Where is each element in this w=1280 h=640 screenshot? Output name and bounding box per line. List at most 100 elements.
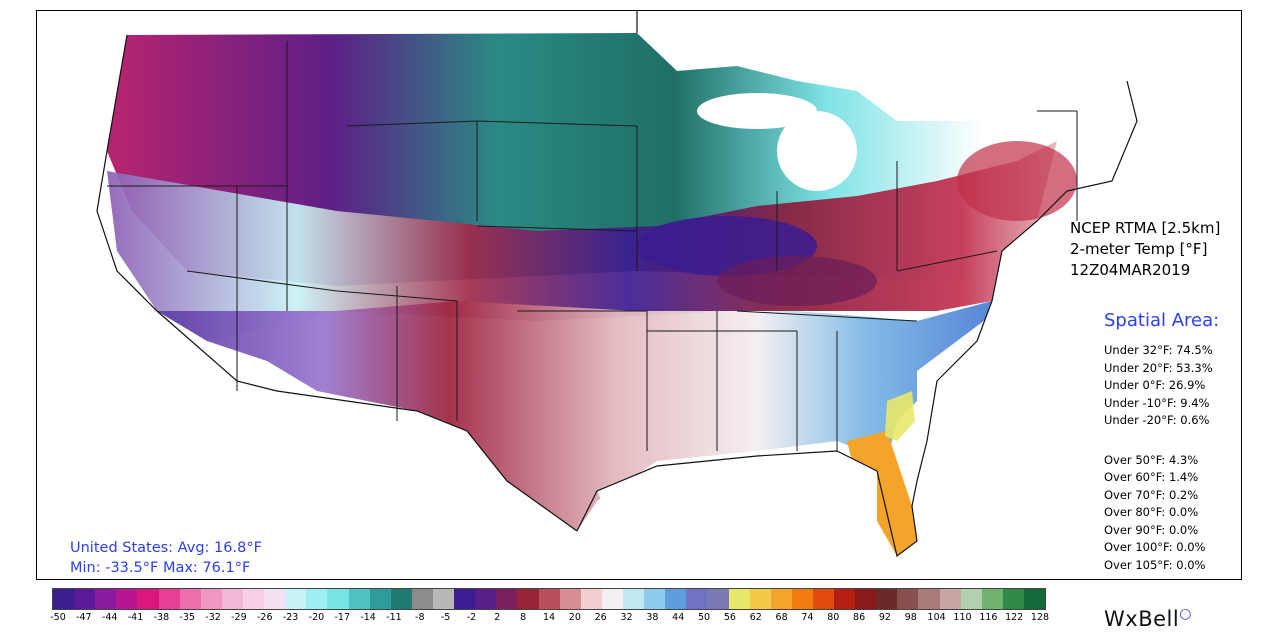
color-swatch — [475, 589, 497, 609]
color-swatch — [432, 589, 455, 609]
color-swatch — [390, 589, 412, 609]
atlantic-ocean — [917, 161, 1241, 579]
stat-under-minus10: Under -10°F: 9.4% — [1104, 395, 1210, 410]
spatial-area-stats: Under 32°F: 74.5% Under 20°F: 53.3% Unde… — [1104, 342, 1213, 574]
color-swatch — [116, 589, 138, 609]
color-scale-ticks: -50 -47 -44 -41 -38 -35 -32 -29 -26 -23 -20 -17 -14-… — [50, 612, 1050, 626]
color-swatch — [665, 589, 687, 609]
color-scale-tick: 116 — [979, 612, 998, 623]
color-swatch — [137, 589, 159, 609]
color-swatch — [411, 589, 433, 609]
color-scale-tick: 98 — [904, 612, 917, 623]
color-scale-tick: -2 — [466, 612, 477, 623]
color-scale-tick: 38 — [646, 612, 659, 623]
logo-dot-icon: ○ — [1179, 606, 1192, 622]
color-swatch — [348, 589, 370, 609]
color-scale-tick: 110 — [953, 612, 972, 623]
us-min-max: Min: -33.5°F Max: 76.1°F — [70, 560, 251, 576]
georgia-coast — [885, 391, 915, 441]
map-canvas — [37, 11, 1241, 579]
color-swatch — [728, 589, 750, 609]
color-scale-tick: -5 — [440, 612, 451, 623]
us-average: United States: Avg: 16.8°F — [70, 540, 262, 556]
color-scale-tick: 92 — [878, 612, 891, 623]
color-swatch — [200, 589, 222, 609]
coastlines — [96, 11, 1138, 558]
color-swatch — [918, 589, 940, 609]
product-info: NCEP RTMA [2.5km] 2-meter Temp [°F] 12Z0… — [1070, 218, 1220, 281]
color-swatch — [1024, 589, 1046, 609]
stat-under-0: Under 0°F: 26.9% — [1104, 378, 1206, 392]
pacific-ocean — [37, 11, 277, 579]
color-swatch — [538, 589, 560, 609]
color-scale-bar — [52, 588, 1046, 610]
color-scale-tick: -47 — [76, 612, 92, 623]
color-scale-tick: 74 — [801, 612, 814, 623]
color-swatch — [179, 589, 201, 609]
color-swatch — [749, 589, 771, 609]
stat-over-80: Over 80°F: 0.0% — [1104, 505, 1199, 519]
color-swatch — [285, 589, 307, 609]
wxbell-logo: WxBell○ — [1104, 606, 1192, 631]
color-scale-tick: -20 — [308, 612, 325, 623]
temperature-map — [36, 10, 1242, 580]
color-scale-tick: 104 — [927, 612, 946, 623]
color-swatch — [221, 589, 243, 609]
color-swatch — [496, 589, 518, 609]
color-swatch — [158, 589, 180, 609]
color-swatch — [855, 589, 877, 609]
stat-over-50: Over 50°F: 4.3% — [1104, 452, 1199, 467]
gulf-of-mexico — [597, 451, 877, 579]
color-scale-tick: 50 — [698, 612, 711, 623]
color-scale-tick: 56 — [723, 612, 736, 623]
stat-over-90: Over 90°F: 0.0% — [1104, 522, 1199, 537]
color-swatch — [74, 589, 96, 609]
color-scale-tick: -23 — [282, 612, 299, 623]
color-scale-tick: 14 — [542, 612, 556, 623]
color-scale-tick: -50 — [50, 612, 66, 623]
ohio-valley — [717, 256, 877, 306]
color-scale-tick: 86 — [853, 612, 866, 623]
product-variable: 2-meter Temp [°F] — [1070, 240, 1208, 258]
color-scale-tick: 128 — [1030, 612, 1050, 623]
color-swatch — [53, 589, 75, 609]
product-source: NCEP RTMA [2.5km] — [1070, 219, 1221, 237]
color-scale-tick: -14 — [360, 612, 376, 623]
color-scale-tick: 26 — [594, 612, 607, 623]
color-scale-tick: -38 — [153, 612, 170, 623]
color-swatch — [559, 589, 581, 609]
color-swatch — [242, 589, 265, 609]
stat-under-32: Under 32°F: 74.5% — [1104, 343, 1213, 357]
stat-over-105: Over 105°F: 0.0% — [1104, 557, 1206, 572]
logo-text: WxBell — [1104, 607, 1180, 631]
color-swatch — [601, 589, 623, 609]
color-scale-tick: -32 — [205, 612, 221, 623]
color-swatch — [981, 589, 1003, 609]
color-scale-tick: 44 — [672, 612, 685, 623]
stat-over-70: Over 70°F: 0.2% — [1104, 487, 1199, 502]
color-scale-tick: -8 — [415, 612, 425, 623]
color-scale-tick: -11 — [386, 612, 402, 623]
color-swatch — [876, 589, 898, 609]
us-summary: United States: Avg: 16.8°F Min: -33.5°F … — [70, 538, 262, 578]
great-lakes — [697, 93, 817, 129]
stat-under-20: Under 20°F: 53.3% — [1104, 360, 1213, 375]
color-swatch — [580, 589, 602, 609]
color-scale-tick: 32 — [620, 612, 633, 623]
stat-under-minus20: Under -20°F: 0.6% — [1104, 413, 1210, 427]
northeast-warm — [957, 141, 1077, 221]
color-swatch — [454, 589, 476, 609]
color-scale-tick: 62 — [749, 612, 762, 623]
michigan — [777, 111, 857, 191]
color-scale-tick: 8 — [520, 612, 527, 623]
color-scale-tick: -26 — [256, 612, 273, 623]
color-scale-tick: 20 — [568, 612, 581, 623]
stat-over-60: Over 60°F: 1.4% — [1104, 470, 1199, 484]
color-swatch — [306, 589, 328, 609]
color-swatch — [264, 589, 286, 609]
color-swatch — [812, 589, 835, 609]
color-swatch — [517, 589, 539, 609]
color-scale-tick: 122 — [1005, 612, 1024, 623]
color-scale-tick: -44 — [101, 612, 118, 623]
color-swatch — [1002, 589, 1025, 609]
